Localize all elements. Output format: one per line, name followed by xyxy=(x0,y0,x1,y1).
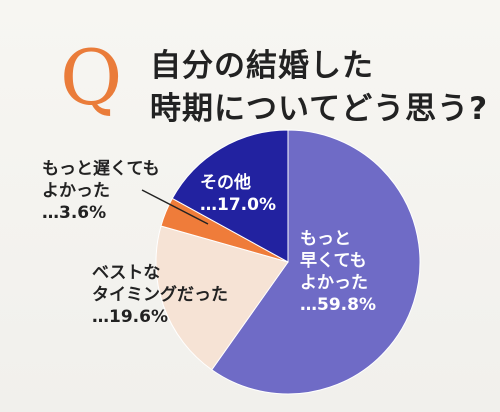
slice-label-early-line4: …59.8% xyxy=(300,295,376,315)
title-line-1: 自分の結婚した xyxy=(150,48,374,84)
slice-label-early: もっと 早くても よかった …59.8% xyxy=(300,228,376,316)
slice-label-early-line3: よかった xyxy=(300,273,368,293)
slice-label-best: ベストな タイミングだった …19.6% xyxy=(92,262,228,328)
slice-label-late-line1: もっと遅くても xyxy=(42,159,160,179)
title-line-2: 時期についてどう思う? xyxy=(150,91,489,127)
slice-label-late-line3: …3.6% xyxy=(42,203,107,223)
slice-label-late-line2: よかった xyxy=(42,181,110,201)
slice-label-late: もっと遅くても よかった …3.6% xyxy=(42,158,160,224)
pie-slice-best xyxy=(155,225,289,371)
leader-line xyxy=(141,189,209,225)
pie-slice-other xyxy=(171,129,289,263)
slice-label-other-line2: …17.0% xyxy=(200,195,276,215)
q-mark-icon: Q xyxy=(60,33,123,122)
pie-slice-early xyxy=(211,129,421,395)
slice-label-best-line3: …19.6% xyxy=(92,307,168,327)
slice-label-early-line2: 早くても xyxy=(300,251,367,271)
slice-label-best-line1: ベストな xyxy=(92,263,161,283)
pie-slices xyxy=(155,129,421,395)
slice-label-other-line1: その他 xyxy=(200,173,251,193)
slice-label-other: その他 …17.0% xyxy=(200,172,276,216)
slice-label-best-line2: タイミングだった xyxy=(92,285,228,305)
slice-label-early-line1: もっと xyxy=(300,229,351,249)
